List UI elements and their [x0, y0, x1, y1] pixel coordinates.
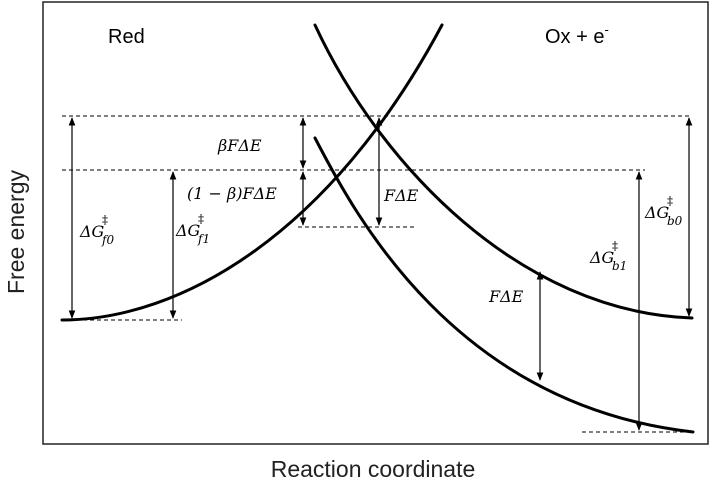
dG-b1-sub: b1	[612, 259, 627, 273]
dG-f0-sub: f0	[101, 233, 114, 247]
dG-b1-main: ΔG	[589, 248, 615, 267]
reference-lines	[62, 115, 693, 433]
label-dG-b0: ΔG ‡ b0	[644, 194, 683, 228]
label-F-dE-mid: FΔE	[383, 186, 419, 205]
energy-curves	[60, 23, 695, 434]
x-axis-label: Reaction coordinate	[271, 456, 476, 482]
region-label-ox-sup: -	[604, 22, 608, 37]
label-dG-f1: ΔG ‡ f1	[175, 212, 210, 246]
plot-frame	[42, 1, 709, 445]
svg-text:ΔG: ΔG	[79, 222, 105, 241]
y-axis-label: Free energy	[3, 170, 29, 295]
curve-red	[60, 23, 444, 322]
dG-f1-sub: f1	[197, 232, 210, 246]
label-F-dE-right: FΔE	[488, 287, 524, 306]
energy-arrows	[68, 117, 693, 431]
curve-ox-lower	[313, 136, 695, 434]
dG-b1-sup: ‡	[612, 239, 618, 253]
svg-text:ΔG: ΔG	[589, 248, 615, 267]
dG-f1-sup: ‡	[198, 212, 204, 226]
dG-f0-sup: ‡	[102, 213, 108, 227]
svg-text:ΔG: ΔG	[644, 203, 670, 222]
dG-b0-sub: b0	[667, 214, 683, 228]
region-label-ox-main: Ox + e	[545, 26, 604, 48]
label-one-minus-beta-F-dE: (1 − β)FΔE	[187, 184, 277, 203]
label-beta-F-dE: βFΔE	[217, 136, 262, 155]
label-dG-b1: ΔG ‡ b1	[589, 239, 627, 273]
dG-b0-main: ΔG	[644, 203, 670, 222]
svg-text:ΔG: ΔG	[175, 221, 201, 240]
region-label-ox: Ox + e-	[545, 22, 609, 48]
dG-b0-sup: ‡	[667, 194, 673, 208]
dG-f1-main: ΔG	[175, 221, 201, 240]
curve-ox-upper	[313, 23, 694, 320]
region-label-red: Red	[108, 26, 145, 48]
dG-f0-main: ΔG	[79, 222, 105, 241]
label-dG-f0: ΔG ‡ f0	[79, 213, 114, 247]
